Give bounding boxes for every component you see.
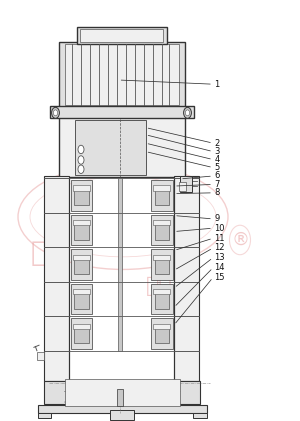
Bar bbox=[73, 255, 90, 260]
Bar bbox=[38, 405, 207, 413]
Text: 8: 8 bbox=[214, 188, 220, 197]
Bar bbox=[74, 292, 88, 309]
Bar bbox=[74, 257, 88, 274]
Bar bbox=[58, 117, 184, 177]
Bar bbox=[151, 215, 172, 245]
Bar bbox=[74, 188, 88, 205]
Circle shape bbox=[78, 156, 84, 164]
Bar bbox=[153, 220, 170, 225]
Bar bbox=[154, 223, 169, 240]
Bar bbox=[73, 186, 90, 191]
Text: 海: 海 bbox=[31, 239, 47, 266]
Bar bbox=[37, 352, 44, 360]
Text: ®: ® bbox=[231, 231, 249, 249]
Bar bbox=[178, 182, 186, 191]
Bar bbox=[50, 106, 194, 118]
Text: 6: 6 bbox=[214, 171, 220, 181]
Text: 15: 15 bbox=[214, 273, 225, 282]
Bar bbox=[194, 413, 207, 418]
Bar bbox=[118, 247, 122, 282]
Bar bbox=[70, 284, 92, 314]
Bar bbox=[118, 213, 122, 247]
Text: 9: 9 bbox=[214, 214, 220, 224]
Bar bbox=[73, 289, 90, 294]
Circle shape bbox=[53, 110, 58, 116]
Bar bbox=[154, 292, 169, 309]
Bar bbox=[70, 249, 92, 280]
Text: 2: 2 bbox=[214, 139, 220, 148]
Bar bbox=[153, 255, 170, 260]
Circle shape bbox=[52, 107, 59, 118]
Bar bbox=[151, 249, 172, 280]
Text: 14: 14 bbox=[214, 263, 225, 272]
Bar bbox=[118, 282, 122, 316]
Bar bbox=[75, 120, 146, 175]
Bar bbox=[76, 27, 166, 44]
Text: 13: 13 bbox=[214, 253, 225, 262]
Bar bbox=[70, 215, 92, 245]
Bar bbox=[174, 176, 199, 381]
Bar bbox=[180, 176, 192, 192]
Text: 11: 11 bbox=[214, 234, 225, 243]
Polygon shape bbox=[61, 107, 182, 121]
Bar bbox=[153, 324, 170, 329]
Circle shape bbox=[78, 165, 84, 173]
Bar bbox=[110, 410, 134, 420]
Bar bbox=[151, 180, 172, 210]
Bar bbox=[44, 176, 69, 381]
Bar bbox=[58, 42, 184, 107]
Bar bbox=[73, 220, 90, 225]
Bar bbox=[153, 289, 170, 294]
Text: 3: 3 bbox=[214, 147, 220, 156]
Bar bbox=[73, 324, 90, 329]
Bar bbox=[64, 44, 178, 105]
Bar bbox=[154, 326, 169, 343]
Bar bbox=[154, 188, 169, 205]
Circle shape bbox=[184, 107, 191, 118]
Bar bbox=[151, 284, 172, 314]
Bar bbox=[154, 257, 169, 274]
Bar bbox=[153, 186, 170, 191]
Bar bbox=[70, 180, 92, 210]
Text: 水泵: 水泵 bbox=[146, 276, 172, 296]
Bar bbox=[117, 389, 123, 406]
Text: 7: 7 bbox=[214, 180, 220, 189]
Bar bbox=[151, 318, 172, 349]
Text: 4: 4 bbox=[214, 155, 220, 164]
Text: 10: 10 bbox=[214, 224, 225, 233]
Bar bbox=[38, 413, 51, 418]
Bar bbox=[44, 381, 200, 404]
Bar bbox=[70, 318, 92, 349]
Text: 12: 12 bbox=[214, 243, 225, 253]
Bar bbox=[118, 316, 122, 351]
Circle shape bbox=[78, 145, 84, 154]
Bar bbox=[80, 29, 164, 42]
Text: 5: 5 bbox=[214, 163, 220, 172]
Bar bbox=[74, 326, 88, 343]
Polygon shape bbox=[58, 107, 184, 122]
Bar bbox=[118, 178, 122, 213]
Bar bbox=[74, 223, 88, 240]
Circle shape bbox=[185, 110, 190, 116]
Text: 1: 1 bbox=[214, 80, 220, 89]
Bar bbox=[64, 379, 180, 406]
